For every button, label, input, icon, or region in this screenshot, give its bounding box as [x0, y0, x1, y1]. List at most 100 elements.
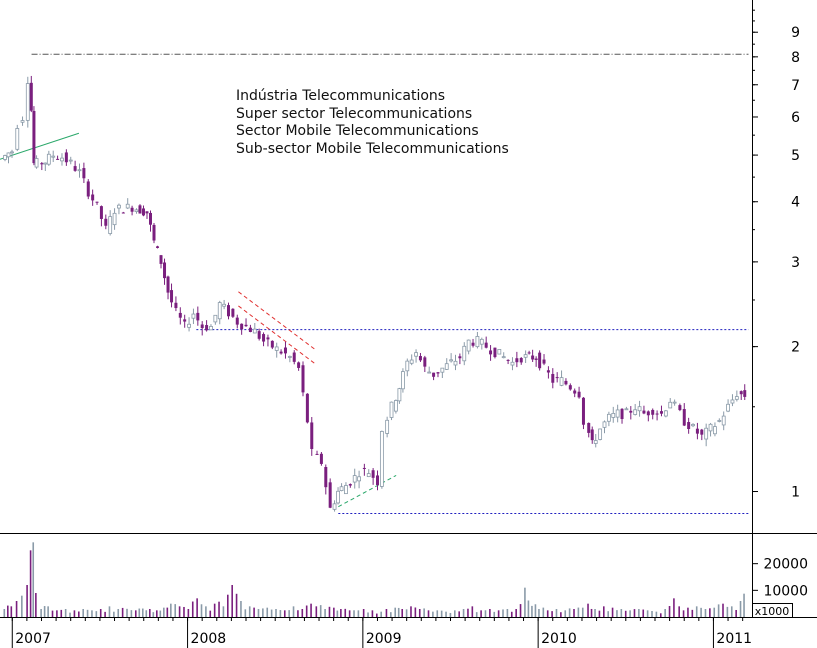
candle-body — [691, 423, 695, 427]
volume-bar — [283, 610, 286, 617]
volume-bar — [178, 606, 181, 617]
volume-unit-box — [752, 603, 793, 618]
candle-body — [336, 490, 340, 504]
candle-body — [332, 503, 337, 510]
candle-body — [121, 212, 125, 214]
volume-bar — [445, 611, 447, 617]
candle-body — [196, 312, 200, 321]
candle-body — [409, 359, 414, 364]
candle-body — [77, 169, 82, 172]
volume-bar — [191, 601, 194, 617]
candle-body — [581, 397, 585, 425]
candle-body — [40, 163, 44, 165]
candle-body — [287, 356, 292, 358]
volume-bar — [209, 610, 212, 617]
candle-body — [394, 400, 398, 412]
volume-bar — [633, 609, 636, 617]
volume-bar — [205, 606, 207, 617]
candle-body — [86, 181, 90, 197]
candle-body — [587, 422, 591, 433]
volume-bar — [551, 611, 553, 617]
volume-bar — [620, 609, 623, 617]
candle-body — [519, 357, 523, 363]
candle-body — [462, 345, 467, 362]
volume-bar — [288, 610, 290, 617]
candle-body — [568, 385, 572, 390]
candle-body — [577, 391, 581, 398]
candle-body — [389, 401, 394, 418]
candle-body — [704, 427, 709, 440]
volume-bar — [405, 609, 408, 617]
candle-body — [611, 413, 616, 418]
volume-bar — [270, 609, 273, 617]
candle-body — [125, 203, 130, 209]
volume-bar — [493, 611, 496, 617]
volume-bar — [21, 595, 23, 617]
candle-body — [598, 428, 603, 440]
candle-body — [655, 413, 659, 415]
volume-bar — [376, 613, 378, 617]
volume-bar — [152, 612, 155, 617]
volume-bar — [187, 609, 190, 617]
volume-bar — [687, 607, 689, 617]
y-tick-label: 1 — [791, 485, 800, 501]
volume-bar — [104, 611, 106, 617]
volume-bar — [362, 609, 365, 617]
candle-body — [305, 393, 309, 423]
volume-bar — [502, 609, 504, 617]
annotation-line: Sub-sector Mobile Telecommunications — [236, 140, 509, 157]
candle-body — [68, 159, 73, 162]
candle-body — [10, 151, 14, 154]
candle-body — [717, 420, 722, 422]
candle-body — [523, 354, 528, 358]
candle-body — [527, 352, 531, 354]
volume-bar — [616, 610, 618, 617]
candle-body — [148, 212, 152, 225]
volume-bar — [427, 610, 430, 617]
candle-body — [687, 422, 691, 430]
volume-bar — [40, 609, 42, 617]
candle-body — [20, 120, 25, 123]
y-tick-label: 5 — [791, 148, 800, 164]
volume-bar — [51, 610, 54, 617]
candle-body — [240, 323, 244, 330]
volume-bar — [43, 606, 46, 617]
volume-bar — [348, 610, 351, 617]
x-tick-label: 2008 — [191, 631, 227, 647]
volume-bar — [390, 612, 392, 617]
volume-bar — [235, 593, 238, 617]
volume-bar — [253, 607, 255, 617]
volume-bar — [739, 601, 742, 617]
candle-body — [418, 356, 422, 361]
volume-bar — [603, 606, 605, 617]
volume-bar — [394, 607, 397, 617]
volume-bar — [467, 608, 469, 617]
candle-body — [551, 373, 555, 383]
candle-body — [262, 334, 266, 342]
volume-bar — [231, 585, 233, 617]
candle-body — [43, 162, 48, 165]
volume-bar — [138, 608, 141, 617]
candle-body — [213, 314, 218, 323]
volume-bar — [475, 612, 478, 617]
volume-bar — [534, 604, 537, 617]
volume-bar — [266, 607, 269, 617]
volume-bar — [629, 610, 631, 617]
candle-body — [376, 475, 379, 486]
volume-bar — [371, 610, 374, 617]
sector-annotation: Indústria Telecommunications Super secto… — [236, 88, 509, 158]
volume-bar — [148, 609, 151, 617]
candle-body — [227, 305, 231, 317]
candle-body — [385, 419, 390, 434]
volume-bar — [47, 606, 49, 617]
candle-body — [440, 367, 445, 373]
volume-bar — [262, 608, 264, 617]
chart-frame — [0, 0, 817, 618]
candle-body — [315, 453, 319, 455]
volume-bar — [546, 610, 549, 617]
candle-body — [397, 388, 402, 402]
candle-body — [663, 410, 668, 417]
volume-bar — [700, 607, 702, 617]
candle-body — [279, 351, 283, 354]
